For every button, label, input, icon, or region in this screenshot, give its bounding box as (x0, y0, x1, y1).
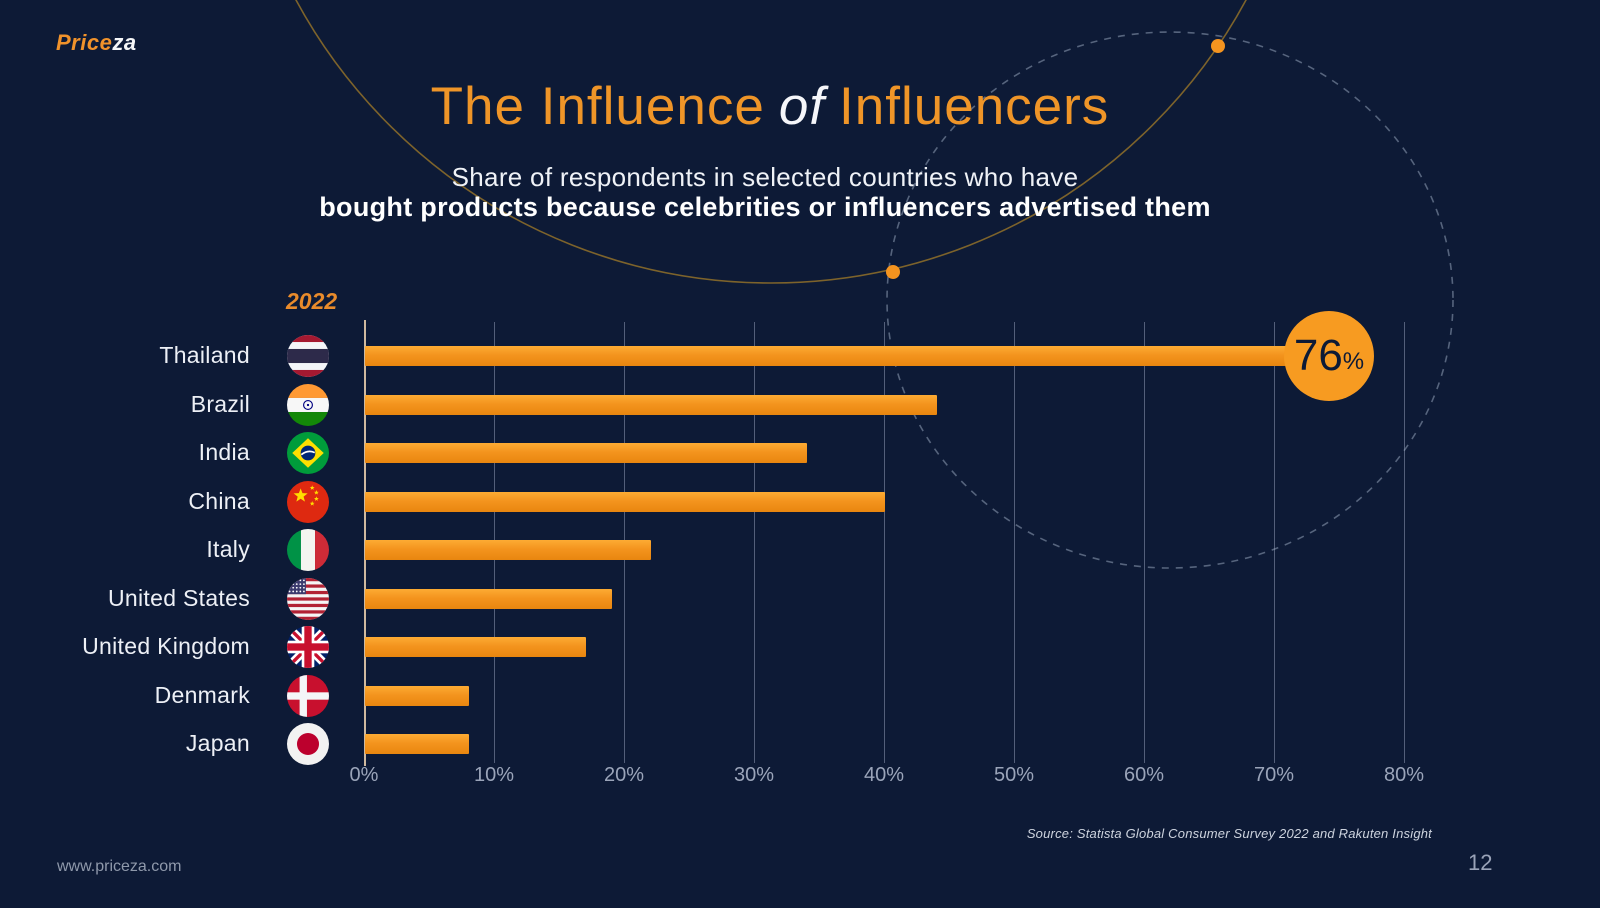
bar-china (365, 491, 885, 512)
priceza-logo: Priceza (56, 30, 137, 56)
country-label-united-kingdom: United Kingdom (82, 633, 250, 659)
axis-tick-label: 40% (863, 764, 905, 786)
gridline (754, 322, 755, 763)
country-label-italy: Italy (206, 536, 250, 562)
thailand-flag-icon (287, 335, 329, 377)
india-flag-icon (287, 383, 329, 426)
bar-united-states (365, 588, 612, 609)
gold-orbit-circle (295, 0, 1247, 284)
axis-tick-label: 60% (1123, 764, 1165, 786)
denmark-flag-icon (287, 674, 329, 717)
bar-brazil (365, 394, 937, 415)
gridline (884, 322, 885, 763)
dashed-orbit-circle (886, 31, 1454, 569)
highlight-unit: % (1342, 348, 1365, 375)
gridline (1404, 322, 1405, 763)
axis-tick-label: 30% (733, 764, 775, 786)
bar-japan (365, 734, 469, 754)
bar-denmark (365, 685, 469, 706)
footer-website: www.priceza.com (57, 858, 182, 875)
uk-flag-icon (287, 626, 329, 668)
page-number: 12 (1468, 850, 1493, 875)
country-label-india: India (198, 439, 250, 465)
axis-tick-label: 0% (349, 764, 379, 786)
japan-flag-icon (287, 723, 329, 765)
axis-tick-label: 50% (993, 764, 1035, 786)
gridline (1144, 322, 1145, 763)
usa-flag-icon (287, 577, 329, 620)
page-title: The Influence of Influencers (0, 76, 1540, 137)
subtitle-line-1: Share of respondents in selected countri… (451, 162, 1079, 192)
highlight-value-badge: 76% (1284, 311, 1374, 401)
italy-flag-icon (287, 529, 329, 571)
highlight-value: 76 (1293, 331, 1343, 380)
logo-part-1: Price (56, 30, 113, 55)
year-label: 2022 (286, 288, 338, 314)
title-part-2: of (778, 77, 826, 136)
bar-india (365, 443, 807, 463)
gridline (1014, 322, 1015, 763)
country-label-japan: Japan (185, 730, 250, 756)
brazil-flag-icon (287, 432, 329, 474)
country-label-denmark: Denmark (154, 681, 250, 708)
orbit-dot-left (886, 265, 900, 279)
bar-thailand (365, 346, 1353, 366)
logo-part-2: za (112, 30, 137, 55)
bar-italy (365, 540, 651, 560)
country-label-brazil: Brazil (190, 390, 250, 417)
subtitle-line-2: bought products because celebrities or i… (319, 192, 1211, 222)
title-part-1: The Influence (430, 77, 765, 136)
china-flag-icon (287, 480, 329, 523)
axis-tick-label: 20% (603, 764, 645, 786)
gridline (1274, 322, 1275, 763)
country-label-china: China (188, 487, 250, 514)
bar-united-kingdom (365, 637, 586, 657)
source-note: Source: Statista Global Consumer Survey … (1026, 826, 1432, 841)
axis-tick-label: 80% (1383, 764, 1425, 786)
country-label-thailand: Thailand (159, 342, 250, 368)
axis-tick-label: 70% (1253, 764, 1295, 786)
country-label-united-states: United States (108, 584, 250, 611)
orbit-dot-top (1211, 39, 1225, 53)
title-part-3: Influencers (839, 77, 1110, 136)
axis-tick-label: 10% (473, 764, 515, 786)
